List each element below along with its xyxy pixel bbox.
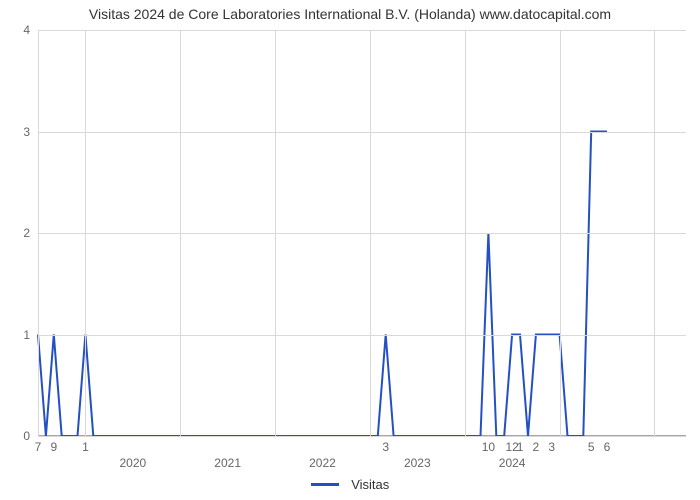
x-tick-month: 5 (588, 436, 595, 454)
x-tick-month: 9 (50, 436, 57, 454)
x-tick-year: 2023 (404, 436, 431, 470)
x-tick-year: 2021 (214, 436, 241, 470)
x-tick-year: 2020 (119, 436, 146, 470)
gridline-vertical (180, 30, 181, 436)
gridline-vertical (654, 30, 655, 436)
x-tick-month: 6 (604, 436, 611, 454)
gridline-horizontal (38, 30, 686, 31)
x-tick-month: 2 (533, 436, 540, 454)
chart-title: Visitas 2024 de Core Laboratories Intern… (0, 6, 700, 22)
y-tick-label: 4 (23, 23, 38, 37)
gridline-vertical (85, 30, 86, 436)
x-tick-month: 3 (382, 436, 389, 454)
y-tick-label: 1 (23, 328, 38, 342)
x-tick-year: 2022 (309, 436, 336, 470)
gridline-horizontal (38, 335, 686, 336)
gridline-vertical (38, 30, 39, 436)
y-tick-label: 3 (23, 125, 38, 139)
x-tick-month: 1 (82, 436, 89, 454)
gridline-vertical (370, 30, 371, 436)
legend-label: Visitas (351, 477, 389, 492)
y-tick-label: 2 (23, 226, 38, 240)
legend-swatch (311, 483, 339, 486)
x-tick-month: 7 (35, 436, 42, 454)
x-tick-month: 3 (548, 436, 555, 454)
legend: Visitas (0, 476, 700, 494)
plot-area: 01234791310121235620202021202220232024 (38, 30, 686, 436)
gridline-vertical (275, 30, 276, 436)
x-tick-year: 2024 (499, 436, 526, 470)
x-tick-month: 10 (482, 436, 495, 454)
gridline-horizontal (38, 233, 686, 234)
chart-container: Visitas 2024 de Core Laboratories Intern… (0, 0, 700, 500)
gridline-horizontal (38, 132, 686, 133)
gridline-vertical (560, 30, 561, 436)
gridline-vertical (465, 30, 466, 436)
